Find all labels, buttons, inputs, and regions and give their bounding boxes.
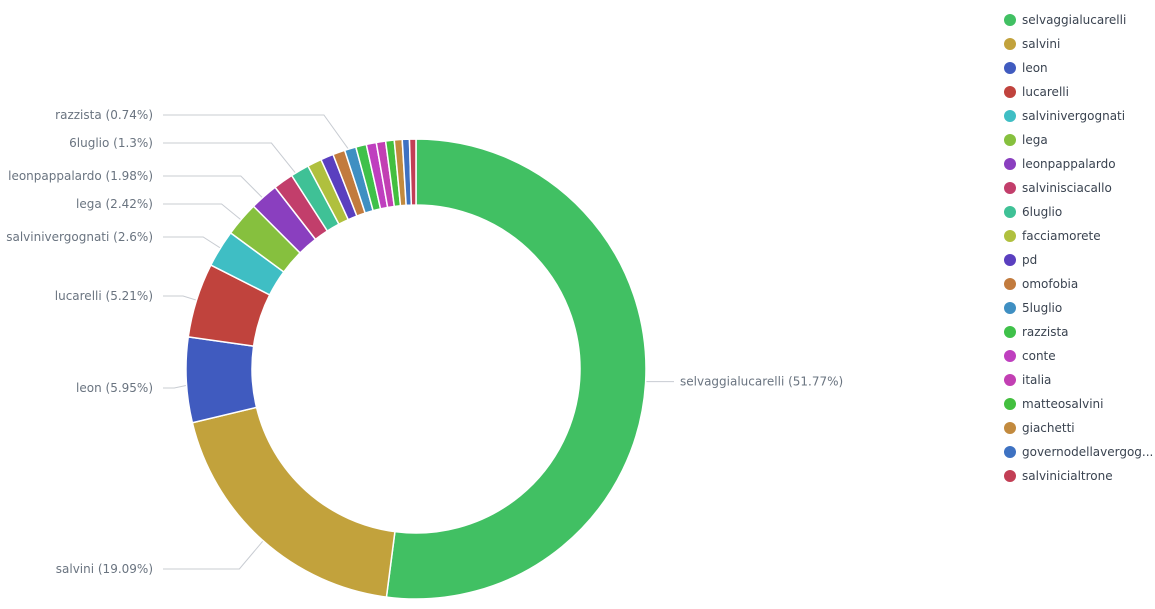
legend-item-lega[interactable]: lega [1004, 133, 1048, 147]
legend-item-6luglio[interactable]: 6luglio [1004, 205, 1062, 219]
legend-item-italia[interactable]: italia [1004, 373, 1051, 387]
legend-item-salvinivergognati[interactable]: salvinivergognati [1004, 109, 1125, 123]
slice-selvaggialucarelli[interactable] [385, 138, 647, 600]
legend-swatch [1004, 446, 1016, 458]
legend-swatch [1004, 182, 1016, 194]
legend-swatch [1004, 350, 1016, 362]
callout-label-6luglio: 6luglio (1.3%) [69, 136, 153, 150]
legend-label: salvinicialtrone [1022, 469, 1113, 483]
legend-swatch [1004, 158, 1016, 170]
legend-swatch [1004, 398, 1016, 410]
legend-swatch [1004, 302, 1016, 314]
legend-label: lega [1022, 133, 1048, 147]
legend: selvaggialucarelli salvini leon lucarelli sa… [1004, 13, 1153, 483]
legend-item-lucarelli[interactable]: lucarelli [1004, 85, 1069, 99]
legend-label: selvaggialucarelli [1022, 13, 1126, 27]
legend-swatch [1004, 38, 1016, 50]
legend-swatch [1004, 422, 1016, 434]
legend-item-selvaggialucarelli[interactable]: selvaggialucarelli [1004, 13, 1126, 27]
legend-label: omofobia [1022, 277, 1078, 291]
callout-label-salvinivergognati: salvinivergognati (2.6%) [6, 230, 153, 244]
legend-item-matteosalvini[interactable]: matteosalvini [1004, 397, 1104, 411]
legend-swatch [1004, 110, 1016, 122]
legend-label: conte [1022, 349, 1056, 363]
callout-label-selvaggialucarelli: selvaggialucarelli (51.77%) [680, 375, 843, 389]
legend-label: governodellavergog... [1022, 445, 1153, 459]
legend-swatch [1004, 374, 1016, 386]
legend-item-razzista[interactable]: razzista [1004, 325, 1069, 339]
legend-swatch [1004, 206, 1016, 218]
legend-item-governodellavergog[interactable]: governodellavergog... [1004, 445, 1153, 459]
legend-swatch [1004, 230, 1016, 242]
callout-label-leonpappalardo: leonpappalardo (1.98%) [8, 169, 153, 183]
callout-label-leon: leon (5.95%) [76, 381, 153, 395]
legend-swatch [1004, 470, 1016, 482]
legend-label: facciamorete [1022, 229, 1101, 243]
legend-swatch [1004, 254, 1016, 266]
slice-labels: selvaggialucarelli (51.77%) salvini (19.0… [6, 108, 843, 576]
legend-item-facciamorete[interactable]: facciamorete [1004, 229, 1101, 243]
legend-swatch [1004, 134, 1016, 146]
legend-item-conte[interactable]: conte [1004, 349, 1056, 363]
legend-swatch [1004, 86, 1016, 98]
legend-swatch [1004, 278, 1016, 290]
legend-label: giachetti [1022, 421, 1075, 435]
legend-label: lucarelli [1022, 85, 1069, 99]
slice-salvinicialtrone[interactable] [408, 138, 417, 206]
legend-swatch [1004, 62, 1016, 74]
legend-label: matteosalvini [1022, 397, 1104, 411]
slice-leon[interactable] [185, 336, 258, 424]
legend-label: 5luglio [1022, 301, 1062, 315]
legend-item-giachetti[interactable]: giachetti [1004, 421, 1075, 435]
callout-label-lucarelli: lucarelli (5.21%) [55, 289, 153, 303]
legend-label: salvinivergognati [1022, 109, 1125, 123]
legend-label: salvinisciacallo [1022, 181, 1112, 195]
legend-item-pd[interactable]: pd [1004, 253, 1037, 267]
legend-label: leonpappalardo [1022, 157, 1116, 171]
legend-label: pd [1022, 253, 1037, 267]
legend-label: italia [1022, 373, 1051, 387]
legend-swatch [1004, 14, 1016, 26]
legend-item-5luglio[interactable]: 5luglio [1004, 301, 1062, 315]
legend-item-salvini[interactable]: salvini [1004, 37, 1060, 51]
callout-label-lega: lega (2.42%) [76, 197, 153, 211]
legend-label: leon [1022, 61, 1048, 75]
legend-item-leon[interactable]: leon [1004, 61, 1048, 75]
legend-item-leonpappalardo[interactable]: leonpappalardo [1004, 157, 1116, 171]
legend-label: salvini [1022, 37, 1060, 51]
legend-item-omofobia[interactable]: omofobia [1004, 277, 1078, 291]
legend-item-salvinicialtrone[interactable]: salvinicialtrone [1004, 469, 1113, 483]
legend-swatch [1004, 326, 1016, 338]
legend-label: 6luglio [1022, 205, 1062, 219]
callout-label-salvini: salvini (19.09%) [56, 562, 153, 576]
legend-item-salvinisciacallo[interactable]: salvinisciacallo [1004, 181, 1112, 195]
donut-slices [185, 138, 647, 600]
legend-label: razzista [1022, 325, 1069, 339]
callout-label-razzista: razzista (0.74%) [55, 108, 153, 122]
